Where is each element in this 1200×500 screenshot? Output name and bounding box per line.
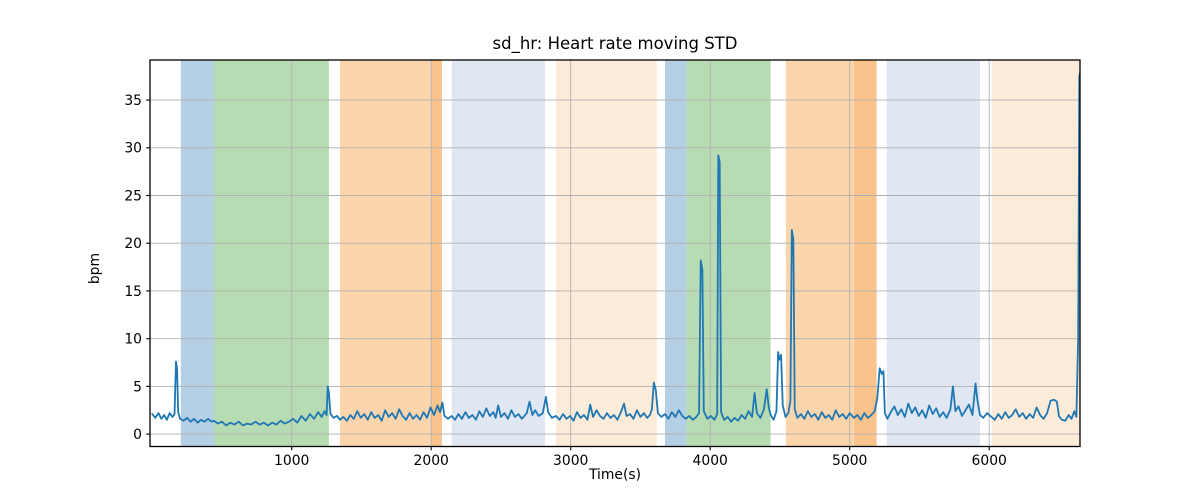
x-tick-label: 3000 [553,453,588,469]
chart-title: sd_hr: Heart rate moving STD [492,34,738,53]
highlight-band-green [686,60,771,447]
highlight-band-blue [180,60,214,447]
highlight-band-orange-dark [431,60,442,447]
x-tick-label: 1000 [274,453,309,469]
x-tick-label: 6000 [972,453,1007,469]
y-tick-label: 15 [124,284,142,300]
y-tick-label: 20 [124,236,142,252]
y-tick-label: 5 [133,379,142,395]
highlight-band-orange [340,60,432,447]
hr-std-line [151,71,1080,427]
y-tick-label: 0 [133,427,142,443]
highlight-band-orange-dark [853,60,877,447]
highlight-band-pale-blue [451,60,545,447]
highlight-band-pale-orange [991,60,1080,447]
x-tick-label: 2000 [414,453,449,469]
x-tick-label: 4000 [693,453,728,469]
plot-spines [149,59,1081,448]
highlight-band-green [214,60,329,447]
y-tick-label: 10 [124,332,142,348]
y-tick-label: 25 [124,188,142,204]
highlight-band-orange [785,60,854,447]
y-tick-label: 30 [124,141,142,157]
y-tick-label: 35 [124,93,142,109]
x-axis-label: Time(s) [588,467,642,483]
highlight-band-pale-blue [886,60,980,447]
highlight-band-pale-orange [556,60,657,447]
x-tick-label: 5000 [832,453,867,469]
highlight-band-blue [665,60,687,447]
